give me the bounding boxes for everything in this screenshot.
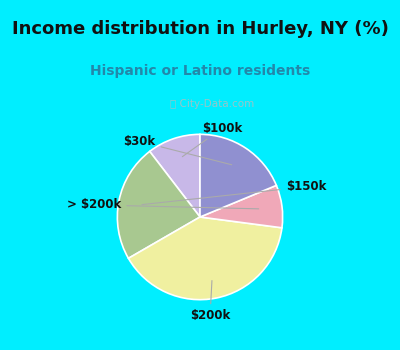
Text: > $200k: > $200k	[67, 198, 259, 211]
Text: ⓒ City-Data.com: ⓒ City-Data.com	[170, 99, 255, 108]
Text: Hispanic or Latino residents: Hispanic or Latino residents	[90, 64, 310, 78]
Wedge shape	[200, 186, 283, 228]
Text: $100k: $100k	[182, 122, 242, 157]
Text: $30k: $30k	[124, 135, 232, 165]
Wedge shape	[200, 134, 276, 217]
Wedge shape	[128, 217, 282, 300]
Text: $200k: $200k	[190, 281, 230, 322]
Wedge shape	[150, 134, 200, 217]
Text: $150k: $150k	[142, 180, 326, 205]
Wedge shape	[117, 152, 200, 258]
Text: Income distribution in Hurley, NY (%): Income distribution in Hurley, NY (%)	[12, 20, 388, 38]
